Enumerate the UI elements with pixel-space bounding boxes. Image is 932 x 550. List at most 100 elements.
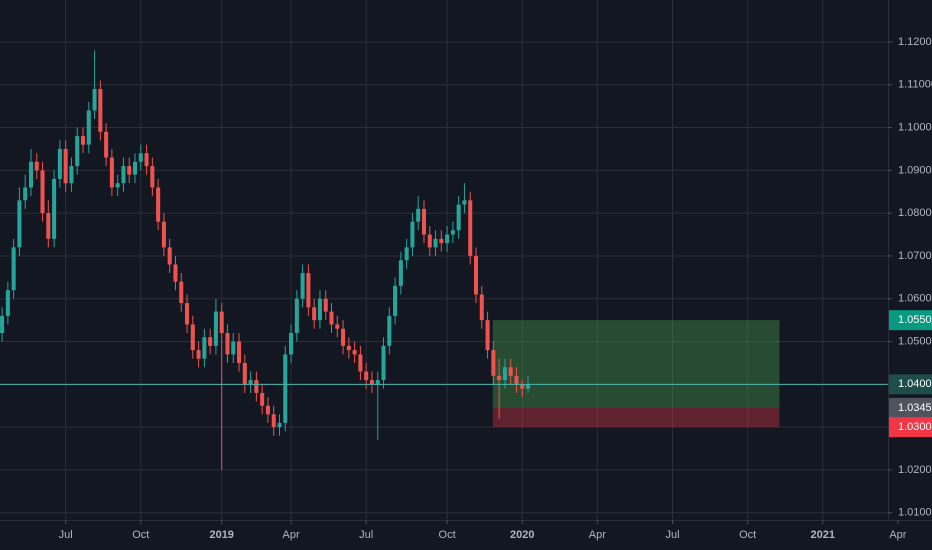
candle-body bbox=[346, 345, 351, 351]
candle-body bbox=[161, 221, 166, 248]
candle-body bbox=[46, 213, 51, 239]
candle-body bbox=[381, 345, 386, 381]
candle-body bbox=[104, 131, 109, 158]
candle-body bbox=[219, 311, 224, 333]
y-tick-label: 1.01000 bbox=[898, 507, 932, 519]
candle-body bbox=[57, 148, 62, 179]
candle-body bbox=[52, 178, 57, 239]
candle-body bbox=[190, 324, 195, 351]
candle-body bbox=[237, 341, 242, 363]
candle-body bbox=[300, 273, 305, 299]
plot-area bbox=[0, 50, 888, 470]
candle-body bbox=[514, 375, 519, 385]
x-tick-label: Oct bbox=[132, 529, 149, 541]
candle-body bbox=[427, 234, 432, 248]
candle-body bbox=[468, 200, 473, 256]
stop-label-bg bbox=[889, 417, 932, 438]
candle-body bbox=[86, 110, 91, 145]
candle-body bbox=[127, 166, 132, 175]
candle-body bbox=[23, 187, 28, 201]
y-tick-label: 1.10000 bbox=[898, 121, 932, 133]
y-tick-label: 1.12000 bbox=[898, 36, 932, 48]
candle-body bbox=[248, 380, 253, 385]
candle-body bbox=[277, 422, 282, 428]
candle-body bbox=[312, 307, 317, 321]
candle-body bbox=[17, 200, 22, 248]
candle-body bbox=[404, 247, 409, 261]
candle-body bbox=[138, 153, 143, 162]
candle-body bbox=[445, 234, 450, 244]
candle-body bbox=[323, 298, 328, 312]
candle-body bbox=[450, 230, 455, 235]
candle-body bbox=[109, 157, 114, 188]
candle-body bbox=[329, 311, 334, 325]
candle-body bbox=[202, 337, 207, 359]
stop-label: 1.03000 bbox=[898, 421, 932, 433]
candle-body bbox=[34, 161, 39, 171]
candle-body bbox=[369, 380, 374, 385]
candle-body bbox=[92, 89, 97, 111]
candle-body bbox=[260, 392, 265, 406]
entry-label: 1.03450 bbox=[898, 402, 932, 414]
profit-zone bbox=[492, 320, 780, 408]
x-tick-label: 2019 bbox=[209, 529, 233, 541]
candle-body bbox=[352, 350, 357, 355]
candle-body bbox=[28, 161, 34, 188]
candle-body bbox=[231, 341, 236, 355]
candle-body bbox=[398, 260, 403, 286]
x-tick-label: Apr bbox=[889, 529, 906, 541]
x-tick-label: Oct bbox=[439, 529, 456, 541]
candle-body bbox=[156, 187, 161, 222]
candle-body bbox=[473, 255, 479, 295]
y-tick-label: 1.06000 bbox=[898, 293, 932, 305]
candle-body bbox=[167, 247, 172, 265]
candle-body bbox=[294, 298, 299, 333]
candle-body bbox=[196, 350, 201, 359]
candle-body bbox=[317, 298, 322, 321]
candle-body bbox=[502, 367, 507, 381]
candle-body bbox=[208, 337, 213, 346]
candle-body bbox=[75, 136, 80, 167]
y-tick-label: 1.07000 bbox=[898, 250, 932, 262]
candle-body bbox=[144, 153, 149, 167]
candle-body bbox=[410, 221, 415, 248]
candle-body bbox=[456, 204, 461, 231]
candle-body bbox=[121, 166, 126, 184]
candle-body bbox=[150, 166, 155, 188]
y-tick-label: 1.05000 bbox=[898, 335, 932, 347]
candle-body bbox=[0, 315, 5, 333]
candle-body bbox=[508, 367, 513, 376]
y-tick-label: 1.11000 bbox=[898, 79, 932, 91]
x-tick-label: Apr bbox=[282, 529, 299, 541]
x-tick-label: Jul bbox=[59, 529, 73, 541]
candle-body bbox=[283, 354, 288, 423]
candle-body bbox=[40, 170, 45, 214]
price-axis bbox=[888, 0, 932, 550]
candle-body bbox=[63, 148, 68, 184]
candle-body bbox=[387, 315, 392, 346]
candle-body bbox=[5, 290, 10, 316]
candle-body bbox=[479, 294, 484, 321]
candle-body bbox=[497, 375, 502, 381]
x-tick-label: Jul bbox=[665, 529, 679, 541]
candle-body bbox=[265, 405, 270, 415]
candle-body bbox=[213, 311, 218, 346]
target-label-bg bbox=[889, 310, 932, 331]
grid bbox=[0, 0, 888, 520]
candle-body bbox=[115, 183, 120, 188]
candle-body bbox=[179, 281, 184, 304]
candle-body bbox=[185, 303, 190, 325]
candle-body bbox=[173, 264, 178, 282]
candle-body bbox=[80, 136, 86, 145]
candle-body bbox=[416, 208, 421, 222]
x-tick-label: 2020 bbox=[510, 529, 534, 541]
candle-body bbox=[485, 320, 490, 351]
x-tick-label: Jul bbox=[359, 529, 373, 541]
entry-label-bg bbox=[889, 397, 932, 418]
candle-body bbox=[421, 208, 427, 235]
candle-body bbox=[525, 384, 531, 389]
